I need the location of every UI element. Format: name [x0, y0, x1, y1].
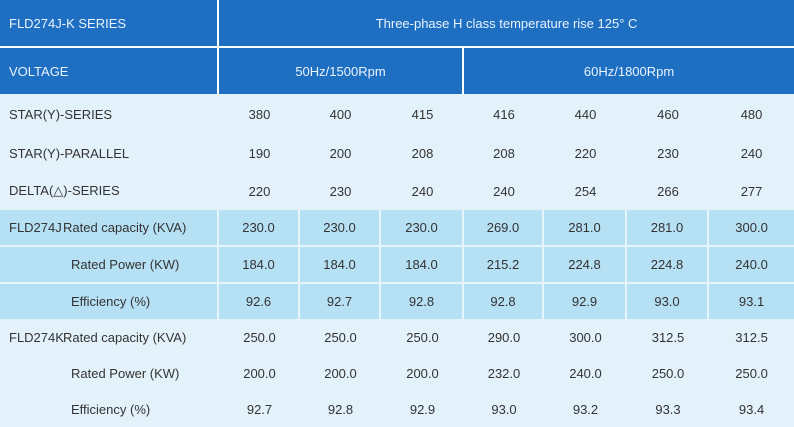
- voltage-label: VOLTAGE: [0, 48, 219, 94]
- table-cell: 230.0: [300, 210, 381, 247]
- table-cell: 240.0: [709, 247, 794, 284]
- table-cell: 92.6: [219, 284, 300, 319]
- table-cell: 230.0: [381, 210, 464, 247]
- table-cell: 400: [300, 94, 381, 134]
- table-cell: 93.1: [709, 284, 794, 319]
- table-cell: 93.0: [627, 284, 709, 319]
- table-cell: 254: [544, 172, 627, 210]
- table-cell: 300.0: [709, 210, 794, 247]
- table-cell: 224.8: [544, 247, 627, 284]
- table-cell: 184.0: [381, 247, 464, 284]
- row-label: STAR(Y)-PARALLEL: [0, 134, 219, 172]
- table-cell: 440: [544, 94, 627, 134]
- table-cell: 208: [464, 134, 544, 172]
- row-label: Rated Power (KW): [0, 355, 219, 391]
- table-cell: 200.0: [300, 355, 381, 391]
- table-cell: 480: [709, 94, 794, 134]
- table-cell: 250.0: [709, 355, 794, 391]
- row-sublabel: Rated capacity (KVA): [63, 220, 187, 235]
- table-cell: 184.0: [300, 247, 381, 284]
- table-cell: 269.0: [464, 210, 544, 247]
- table-cell: 250.0: [381, 319, 464, 355]
- table-cell: 230.0: [219, 210, 300, 247]
- table-cell: 92.8: [300, 391, 381, 427]
- header-row-title: FLD274J-K SERIES Three-phase H class tem…: [0, 0, 794, 48]
- voltage-row-star-parallel: STAR(Y)-PARALLEL 190 200 208 208 220 230…: [0, 134, 794, 172]
- table-cell: 220: [219, 172, 300, 210]
- table-cell: 312.5: [627, 319, 709, 355]
- table-cell: 93.2: [544, 391, 627, 427]
- table-cell: 92.8: [381, 284, 464, 319]
- model-name: FLD274K: [9, 329, 64, 345]
- table-cell: 281.0: [627, 210, 709, 247]
- table-cell: 266: [627, 172, 709, 210]
- table-cell: 190: [219, 134, 300, 172]
- row-sublabel: Rated capacity (KVA): [63, 329, 187, 345]
- table-cell: 277: [709, 172, 794, 210]
- row-label: Efficiency (%): [0, 284, 219, 319]
- table-title: Three-phase H class temperature rise 125…: [219, 0, 794, 48]
- table-cell: 250.0: [300, 319, 381, 355]
- table-cell: 415: [381, 94, 464, 134]
- header-row-frequency: VOLTAGE 50Hz/1500Rpm 60Hz/1800Rpm: [0, 48, 794, 94]
- table-cell: 380: [219, 94, 300, 134]
- table-cell: 230: [627, 134, 709, 172]
- freq-60hz-header: 60Hz/1800Rpm: [464, 48, 794, 94]
- table-cell: 93.3: [627, 391, 709, 427]
- table-cell: 208: [381, 134, 464, 172]
- table-cell: 92.9: [544, 284, 627, 319]
- table-cell: 200: [300, 134, 381, 172]
- row-label: Rated Power (KW): [0, 247, 219, 284]
- row-label: STAR(Y)-SERIES: [0, 94, 219, 134]
- table-cell: 240: [381, 172, 464, 210]
- table-cell: 230: [300, 172, 381, 210]
- table-cell: 300.0: [544, 319, 627, 355]
- table-cell: 93.4: [709, 391, 794, 427]
- table-cell: 224.8: [627, 247, 709, 284]
- table-cell: 290.0: [464, 319, 544, 355]
- table-cell: 200.0: [219, 355, 300, 391]
- fld274j-row-efficiency: Efficiency (%) 92.6 92.7 92.8 92.8 92.9 …: [0, 284, 794, 319]
- row-label: FLD274JRated capacity (KVA): [0, 210, 219, 247]
- table-cell: 92.7: [300, 284, 381, 319]
- table-cell: 250.0: [627, 355, 709, 391]
- table-cell: 240: [464, 172, 544, 210]
- table-cell: 215.2: [464, 247, 544, 284]
- table-cell: 460: [627, 94, 709, 134]
- fld274k-row-power: Rated Power (KW) 200.0 200.0 200.0 232.0…: [0, 355, 794, 391]
- row-label: Efficiency (%): [0, 391, 219, 427]
- table-cell: 416: [464, 94, 544, 134]
- table-cell: 250.0: [219, 319, 300, 355]
- table-cell: 312.5: [709, 319, 794, 355]
- fld274k-row-capacity: FLD274KRated capacity (KVA) 250.0 250.0 …: [0, 319, 794, 355]
- table-cell: 240.0: [544, 355, 627, 391]
- voltage-row-star-series: STAR(Y)-SERIES 380 400 415 416 440 460 4…: [0, 94, 794, 134]
- row-label: DELTA(△)-SERIES: [0, 172, 219, 210]
- series-label: FLD274J-K SERIES: [0, 0, 219, 48]
- table-cell: 184.0: [219, 247, 300, 284]
- fld274k-row-efficiency: Efficiency (%) 92.7 92.8 92.9 93.0 93.2 …: [0, 391, 794, 427]
- row-label: FLD274KRated capacity (KVA): [0, 319, 219, 355]
- freq-50hz-header: 50Hz/1500Rpm: [219, 48, 464, 94]
- table-cell: 92.7: [219, 391, 300, 427]
- fld274j-row-power: Rated Power (KW) 184.0 184.0 184.0 215.2…: [0, 247, 794, 284]
- table-cell: 220: [544, 134, 627, 172]
- table-cell: 92.9: [381, 391, 464, 427]
- voltage-row-delta-series: DELTA(△)-SERIES 220 230 240 240 254 266 …: [0, 172, 794, 210]
- table-cell: 200.0: [381, 355, 464, 391]
- table-cell: 92.8: [464, 284, 544, 319]
- table-cell: 240: [709, 134, 794, 172]
- table-cell: 232.0: [464, 355, 544, 391]
- table-cell: 93.0: [464, 391, 544, 427]
- fld274j-row-capacity: FLD274JRated capacity (KVA) 230.0 230.0 …: [0, 210, 794, 247]
- table-cell: 281.0: [544, 210, 627, 247]
- model-name: FLD274J: [9, 220, 62, 235]
